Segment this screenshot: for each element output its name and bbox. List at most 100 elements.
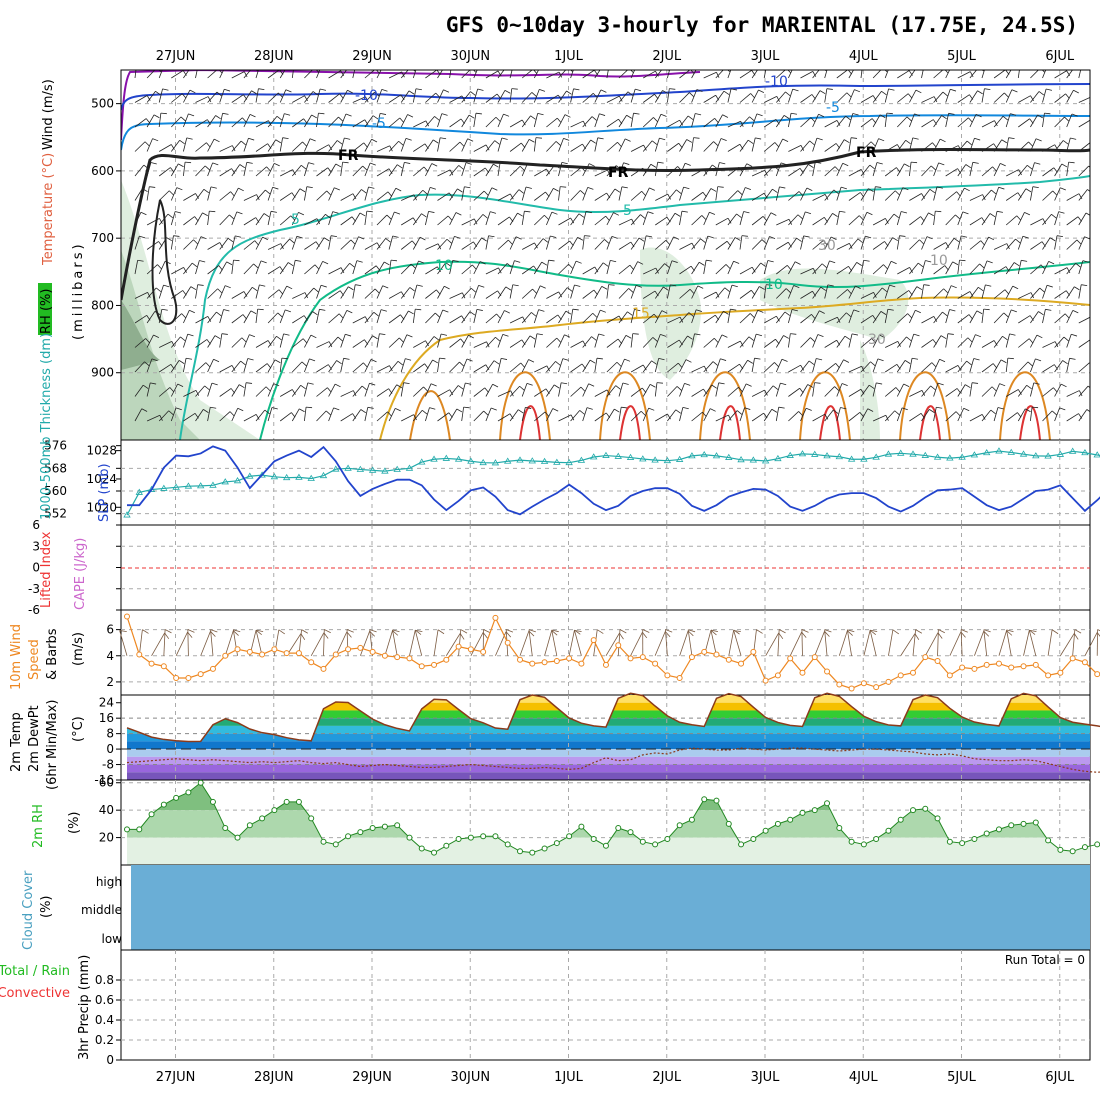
barb-flag [764, 389, 768, 396]
barb-staff [727, 143, 741, 152]
barb-staff [872, 414, 887, 422]
barb-staff [437, 358, 440, 373]
wind-barb [1030, 287, 1045, 299]
wind-barb [376, 191, 393, 201]
wind-barb [1054, 211, 1065, 226]
barb-staff [207, 311, 217, 324]
wind-marker [259, 651, 266, 658]
barb-staff [219, 168, 232, 177]
barb-staff [558, 310, 567, 324]
barb-staff [170, 336, 181, 348]
wind-barb [570, 213, 585, 226]
barb-flag [281, 357, 288, 360]
wind-barb [582, 235, 591, 250]
barb-staff [437, 333, 442, 348]
wind-barb [546, 259, 555, 275]
barb-staff [924, 632, 939, 656]
barb-staff [1054, 383, 1062, 397]
barb-staff [788, 261, 796, 275]
barb-flag [1096, 632, 1100, 639]
wind-barb [138, 629, 149, 656]
barb-staff [509, 339, 523, 348]
barb-staff [667, 409, 677, 422]
barb-staff [582, 289, 595, 299]
barb-staff [594, 89, 602, 103]
barb-flag [785, 91, 791, 97]
wind-barb [642, 337, 658, 348]
barb-staff [846, 629, 852, 656]
barb-staff [558, 217, 571, 226]
barb-flag [895, 387, 901, 393]
wind-barb [777, 629, 786, 656]
barb-flag [1073, 633, 1079, 640]
wind-barb [969, 161, 979, 177]
barb-staff [993, 336, 1003, 348]
barb-flag [151, 358, 158, 362]
barb-staff [570, 120, 584, 128]
barb-flag [139, 235, 146, 239]
barb-staff [860, 291, 874, 299]
wind-barb [800, 117, 816, 128]
barb-flag [515, 236, 522, 240]
wind-barb [521, 186, 532, 201]
barb-staff [981, 409, 992, 422]
barb-staff [642, 93, 655, 103]
barb-flag [923, 284, 930, 286]
barb-staff [715, 114, 723, 128]
barb-staff [957, 211, 964, 226]
thickness-marker [368, 466, 377, 473]
rh-marker [553, 840, 560, 847]
barb-flag [600, 89, 607, 93]
barb-flag [816, 137, 823, 141]
wind-marker [971, 665, 978, 672]
barb-staff [896, 383, 904, 397]
barb-staff [679, 186, 684, 201]
barb-staff [733, 630, 742, 656]
wind-barb [872, 311, 887, 324]
barb-flag [386, 214, 392, 220]
barb-staff [219, 214, 230, 226]
tick-label: 20 [99, 831, 114, 845]
barb-staff [715, 264, 727, 275]
barb-staff [376, 285, 384, 299]
barb-staff [921, 142, 933, 152]
wind-barb [267, 139, 282, 152]
barb-staff [1072, 629, 1076, 656]
barb-flag [830, 236, 837, 240]
barb-staff [509, 88, 513, 103]
barb-flag [1006, 629, 1014, 633]
barb-flag [756, 333, 763, 337]
wind-barb [413, 120, 430, 128]
wind-barb [655, 239, 671, 250]
barb-staff [473, 261, 481, 275]
barb-staff [425, 312, 436, 324]
barb-staff [1078, 316, 1090, 324]
barb-flag [1030, 95, 1034, 102]
barb-staff [243, 310, 252, 324]
barb-staff [642, 337, 654, 348]
wind-barb [872, 382, 883, 397]
barb-flag [773, 165, 779, 171]
wind-barb [981, 386, 997, 397]
barb-staff [667, 189, 677, 201]
rh-marker [946, 838, 953, 845]
wind-barb [848, 70, 857, 79]
barb-flag [1062, 140, 1069, 145]
barb-staff [618, 335, 627, 348]
barb-staff [400, 138, 407, 152]
barb-staff [788, 285, 794, 299]
rh-marker [959, 840, 966, 847]
barb-flag [249, 114, 256, 118]
wind-barb [207, 242, 224, 250]
barb-flag [940, 335, 947, 340]
barb-flag [785, 288, 791, 294]
barb-flag [1004, 92, 1009, 98]
barb-flag [852, 113, 859, 116]
barb-staff [449, 315, 462, 324]
barb-staff [267, 289, 280, 299]
barb-staff [630, 70, 638, 79]
barb-flag [290, 215, 296, 221]
wind-barb [1066, 262, 1081, 275]
barb-flag [358, 236, 365, 240]
wind-barb [231, 164, 246, 177]
